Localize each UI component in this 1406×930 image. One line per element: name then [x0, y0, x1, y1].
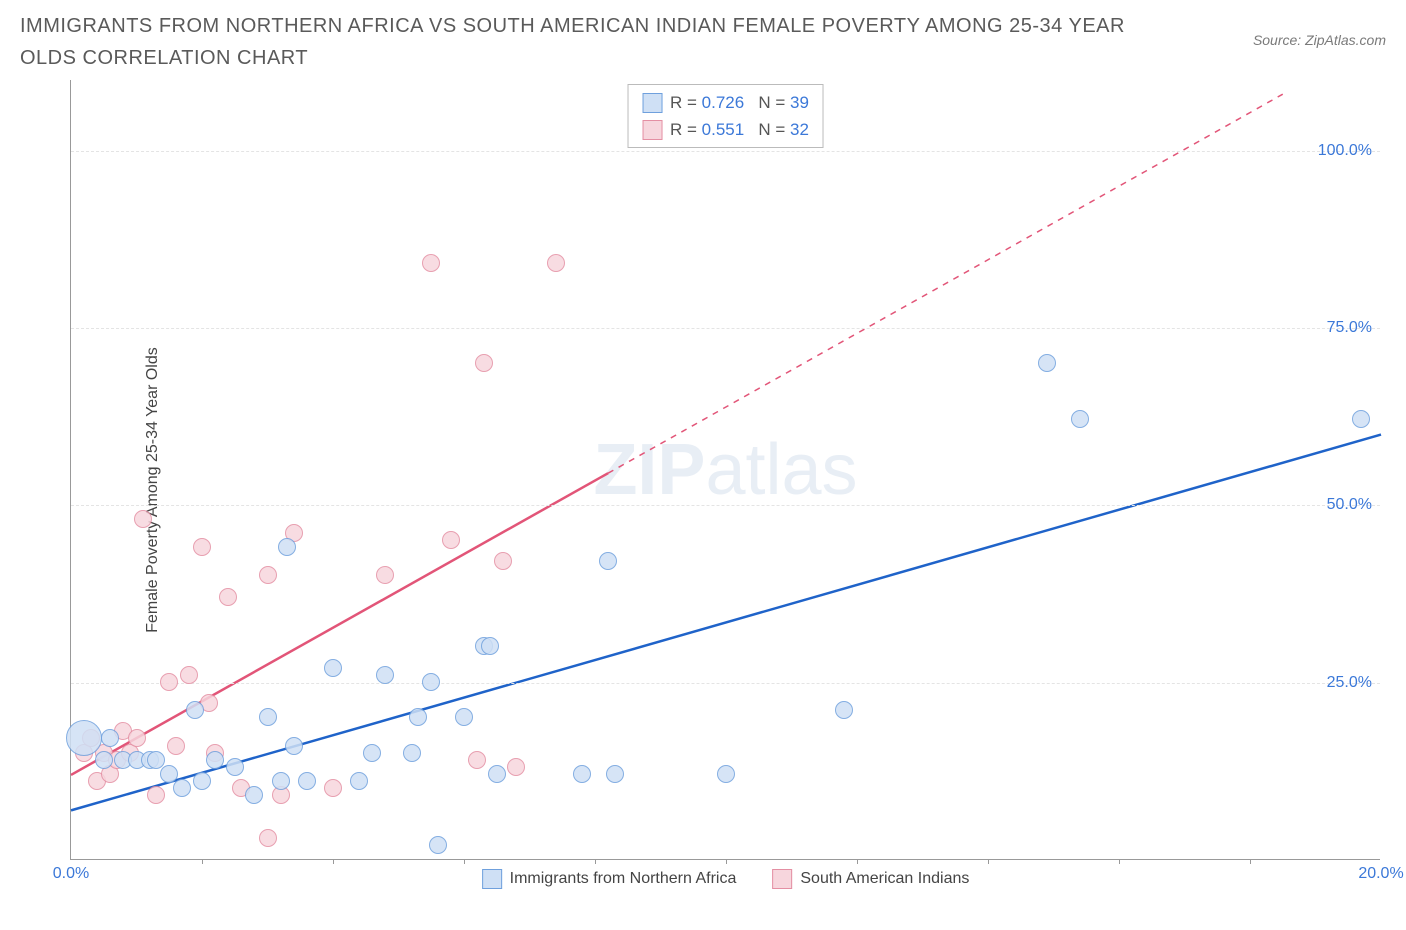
data-point — [259, 708, 277, 726]
data-point — [1038, 354, 1056, 372]
data-point — [1071, 410, 1089, 428]
gridline — [71, 683, 1380, 684]
data-point — [455, 708, 473, 726]
data-point — [226, 758, 244, 776]
data-point — [245, 786, 263, 804]
data-point — [147, 786, 165, 804]
y-tick-label: 75.0% — [1327, 319, 1372, 337]
legend-item-1: South American Indians — [772, 869, 969, 889]
data-point — [66, 720, 102, 756]
data-point — [1352, 410, 1370, 428]
x-minor-tick — [1119, 859, 1120, 864]
data-point — [278, 538, 296, 556]
data-point — [429, 836, 447, 854]
trend-lines — [71, 80, 1380, 859]
swatch-icon — [642, 93, 662, 113]
data-point — [573, 765, 591, 783]
data-point — [494, 552, 512, 570]
x-tick-label: 0.0% — [53, 865, 89, 883]
legend-row-0: R = 0.726 N = 39 — [642, 89, 809, 116]
swatch-icon — [482, 869, 502, 889]
legend-item-0: Immigrants from Northern Africa — [482, 869, 737, 889]
data-point — [128, 729, 146, 747]
data-point — [173, 779, 191, 797]
y-tick-label: 25.0% — [1327, 674, 1372, 692]
data-point — [422, 254, 440, 272]
data-point — [363, 744, 381, 762]
data-point — [547, 254, 565, 272]
data-point — [376, 566, 394, 584]
gridline — [71, 151, 1380, 152]
data-point — [442, 531, 460, 549]
data-point — [324, 659, 342, 677]
data-point — [835, 701, 853, 719]
y-tick-label: 50.0% — [1327, 496, 1372, 514]
data-point — [147, 751, 165, 769]
data-point — [324, 779, 342, 797]
x-minor-tick — [464, 859, 465, 864]
data-point — [475, 354, 493, 372]
gridline — [71, 505, 1380, 506]
swatch-icon — [772, 869, 792, 889]
data-point — [134, 510, 152, 528]
y-tick-label: 100.0% — [1318, 142, 1372, 160]
data-point — [481, 637, 499, 655]
data-point — [403, 744, 421, 762]
x-minor-tick — [1250, 859, 1251, 864]
data-point — [468, 751, 486, 769]
data-point — [167, 737, 185, 755]
legend-row-1: R = 0.551 N = 32 — [642, 116, 809, 143]
x-minor-tick — [595, 859, 596, 864]
x-minor-tick — [726, 859, 727, 864]
data-point — [186, 701, 204, 719]
data-point — [298, 772, 316, 790]
x-minor-tick — [857, 859, 858, 864]
data-point — [206, 751, 224, 769]
data-point — [350, 772, 368, 790]
correlation-legend: R = 0.726 N = 39 R = 0.551 N = 32 — [627, 84, 824, 148]
x-minor-tick — [988, 859, 989, 864]
chart-title: IMMIGRANTS FROM NORTHERN AFRICA VS SOUTH… — [20, 10, 1140, 74]
plot-area: ZIPatlas R = 0.726 N = 39 R = 0.551 N = … — [70, 80, 1380, 860]
gridline — [71, 328, 1380, 329]
data-point — [95, 751, 113, 769]
data-point — [285, 737, 303, 755]
data-point — [488, 765, 506, 783]
source-label: Source: ZipAtlas.com — [1253, 32, 1386, 48]
watermark: ZIPatlas — [593, 429, 857, 511]
data-point — [422, 673, 440, 691]
data-point — [376, 666, 394, 684]
data-point — [272, 772, 290, 790]
data-point — [219, 588, 237, 606]
x-minor-tick — [202, 859, 203, 864]
data-point — [507, 758, 525, 776]
x-minor-tick — [333, 859, 334, 864]
data-point — [193, 772, 211, 790]
data-point — [193, 538, 211, 556]
swatch-icon — [642, 120, 662, 140]
data-point — [259, 566, 277, 584]
data-point — [101, 729, 119, 747]
x-tick-label: 20.0% — [1358, 865, 1403, 883]
data-point — [409, 708, 427, 726]
series-legend: Immigrants from Northern Africa South Am… — [482, 869, 970, 889]
data-point — [606, 765, 624, 783]
chart-container: Female Poverty Among 25-34 Year Olds ZIP… — [20, 80, 1380, 900]
data-point — [180, 666, 198, 684]
data-point — [717, 765, 735, 783]
data-point — [259, 829, 277, 847]
data-point — [599, 552, 617, 570]
data-point — [160, 673, 178, 691]
